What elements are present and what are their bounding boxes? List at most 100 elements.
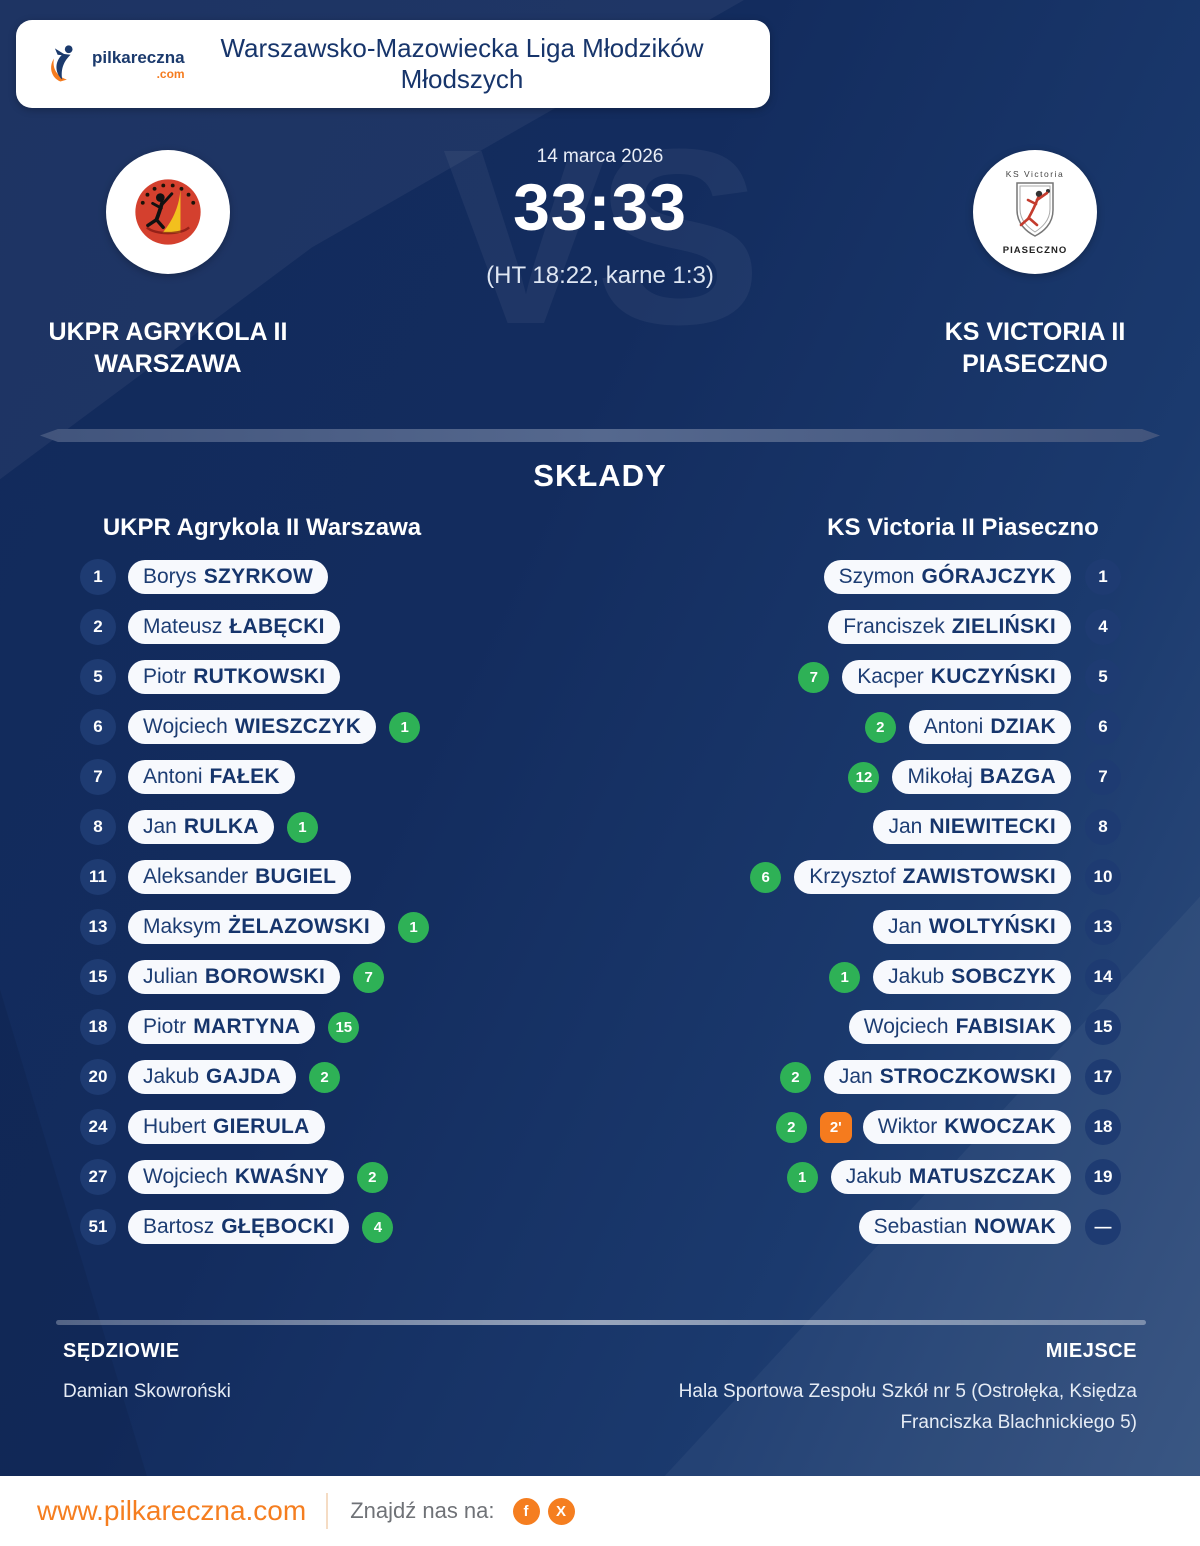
- player-number: 24: [80, 1109, 116, 1145]
- away-badge-bottom-text: PIASECZNO: [1003, 245, 1067, 256]
- player-name-pill: Franciszek ZIELIŃSKI: [828, 610, 1071, 644]
- player-first-name: Jan: [143, 815, 177, 838]
- score-panel: 14 marca 2026 33:33 (HT 18:22, karne 1:3…: [350, 146, 850, 290]
- player-name-pill: Wojciech WIESZCZYK: [128, 710, 377, 744]
- player-first-name: Jan: [888, 815, 923, 838]
- goals-badge: 1: [398, 911, 429, 943]
- player-last-name: KWOCZAK: [944, 1115, 1056, 1138]
- logo-tld-text: .com: [156, 66, 185, 81]
- away-roster: Szymon GÓRAJCZYK 1 Franciszek ZIELIŃSKI …: [601, 552, 1121, 1252]
- player-number: 4: [1085, 609, 1121, 645]
- away-badge-top-text: KS Victoria: [1006, 169, 1064, 179]
- player-last-name: BOROWSKI: [204, 965, 326, 988]
- player-name-pill: Piotr MARTYNA: [128, 1010, 316, 1044]
- player-number: 8: [80, 809, 116, 845]
- x-icon[interactable]: X: [547, 1497, 575, 1525]
- away-player-row: 1 Jakub SOBCZYK 14: [829, 952, 1121, 1002]
- player-number: 19: [1085, 1159, 1121, 1195]
- player-name-pill: Szymon GÓRAJCZYK: [823, 560, 1071, 594]
- home-player-row: 2 Mateusz ŁABĘCKI: [80, 602, 600, 652]
- website-link[interactable]: www.pilkareczna.com: [37, 1495, 307, 1526]
- home-player-row: 13 Maksym ŻELAZOWSKI 1: [80, 902, 600, 952]
- player-number: 6: [1085, 709, 1121, 745]
- goals-badge: 1: [829, 961, 861, 993]
- home-roster: 1 Borys SZYRKOW 2 Mateusz ŁABĘCKI 5 Piot…: [80, 552, 600, 1252]
- player-number: 18: [1085, 1109, 1121, 1145]
- goals-badge: 4: [362, 1211, 394, 1243]
- player-first-name: Kacper: [857, 665, 924, 688]
- player-last-name: MATUSZCZAK: [908, 1165, 1056, 1188]
- player-first-name: Piotr: [143, 665, 187, 688]
- player-number: 51: [80, 1209, 116, 1245]
- away-player-row: Franciszek ZIELIŃSKI 4: [828, 602, 1121, 652]
- pilkareczna-logo: pilkareczna .com: [42, 41, 210, 87]
- social-icons: f X: [512, 1497, 575, 1525]
- suspension-badge: 2': [819, 1111, 852, 1143]
- player-number: 1: [80, 559, 116, 595]
- player-name-pill: Sebastian NOWAK: [858, 1210, 1071, 1244]
- player-first-name: Krzysztof: [809, 865, 896, 888]
- player-number: 5: [1085, 659, 1121, 695]
- match-details: (HT 18:22, karne 1:3): [486, 262, 714, 289]
- player-number: 7: [1085, 759, 1121, 795]
- venue-label: MIEJSCE: [1045, 1340, 1137, 1362]
- player-last-name: KWAŚNY: [234, 1165, 329, 1188]
- home-roster-header: UKPR Agrykola II Warszawa: [102, 514, 422, 541]
- player-last-name: BUGIEL: [255, 865, 337, 888]
- player-name-pill: Jakub MATUSZCZAK: [830, 1160, 1071, 1194]
- player-last-name: BAZGA: [979, 765, 1056, 788]
- footer-bar: www.pilkareczna.com Znajdź nas na: f X: [0, 1476, 1200, 1546]
- player-number: 20: [80, 1059, 116, 1095]
- player-last-name: DZIAK: [990, 715, 1056, 738]
- away-roster-header: KS Victoria II Piaseczno: [827, 514, 1099, 541]
- goals-badge: 2: [864, 711, 896, 743]
- player-number: 6: [80, 709, 116, 745]
- away-team-name-line2: PIASECZNO: [962, 350, 1108, 378]
- player-name-pill: Piotr RUTKOWSKI: [128, 660, 341, 694]
- away-player-row: 2 2' Wiktor KWOCZAK 18: [775, 1102, 1121, 1152]
- player-name-pill: Kacper KUCZYŃSKI: [842, 660, 1071, 694]
- player-first-name: Sebastian: [873, 1215, 967, 1238]
- player-first-name: Wojciech: [143, 1165, 228, 1188]
- player-name-pill: Antoni FAŁEK: [128, 760, 295, 794]
- player-number: 5: [80, 659, 116, 695]
- footer-divider: [56, 1320, 1146, 1325]
- player-first-name: Julian: [143, 965, 198, 988]
- home-player-row: 15 Julian BOROWSKI 7: [80, 952, 600, 1002]
- goals-badge: 2: [356, 1161, 388, 1193]
- player-number: 10: [1085, 859, 1121, 895]
- away-player-row: 1 Jakub MATUSZCZAK 19: [786, 1152, 1121, 1202]
- player-last-name: GAJDA: [206, 1065, 282, 1088]
- player-last-name: MARTYNA: [193, 1015, 301, 1038]
- player-last-name: SZYRKOW: [203, 565, 314, 588]
- player-name-pill: Jan RULKA: [128, 810, 274, 844]
- goals-badge: 2: [779, 1061, 811, 1093]
- away-player-row: 7 Kacper KUCZYŃSKI 5: [798, 652, 1121, 702]
- home-player-row: 8 Jan RULKA 1: [80, 802, 600, 852]
- player-first-name: Borys: [143, 565, 197, 588]
- player-number: 1: [1085, 559, 1121, 595]
- home-team-badge: [106, 150, 230, 274]
- player-name-pill: Krzysztof ZAWISTOWSKI: [794, 860, 1071, 894]
- player-number: 2: [80, 609, 116, 645]
- away-player-row: 6 Krzysztof ZAWISTOWSKI 10: [750, 852, 1121, 902]
- goals-badge: 15: [328, 1011, 360, 1043]
- player-number: 15: [1085, 1009, 1121, 1045]
- home-player-row: 6 Wojciech WIESZCZYK 1: [80, 702, 600, 752]
- venue-value: Hala Sportowa Zespołu Szkół nr 5 (Ostroł…: [678, 1381, 1137, 1433]
- player-name-pill: Wojciech KWAŚNY: [128, 1160, 344, 1194]
- player-number: 7: [80, 759, 116, 795]
- goals-badge: 12: [848, 761, 880, 793]
- player-number: 11: [80, 859, 116, 895]
- away-player-row: 2 Antoni DZIAK 6: [864, 702, 1121, 752]
- facebook-icon[interactable]: f: [512, 1497, 540, 1525]
- player-name-pill: Jan NIEWITECKI: [873, 810, 1071, 844]
- player-name-pill: Jakub GAJDA: [128, 1060, 297, 1094]
- away-team-name: KS VICTORIA II PIASECZNO: [865, 316, 1200, 380]
- player-number: 14: [1085, 959, 1121, 995]
- goals-badge: 1: [389, 711, 421, 743]
- away-player-row: 2 Jan STROCZKOWSKI 17: [779, 1052, 1121, 1102]
- referees-value: Damian Skowroński: [63, 1381, 231, 1402]
- player-number: 27: [80, 1159, 116, 1195]
- goals-badge: 6: [750, 861, 782, 893]
